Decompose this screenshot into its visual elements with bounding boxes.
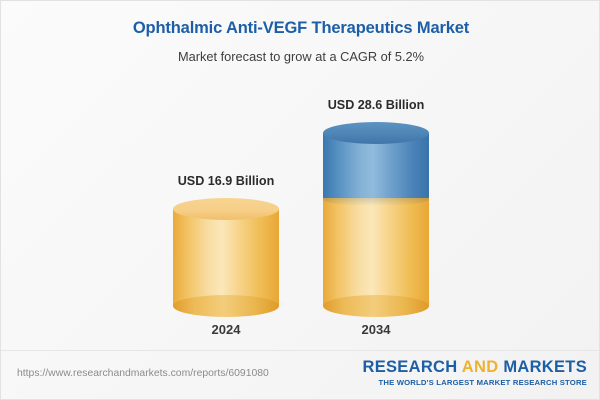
cylinder-top-cap: [323, 122, 429, 144]
page-title: Ophthalmic Anti-VEGF Therapeutics Market: [132, 19, 470, 37]
brand-logo[interactable]: RESEARCH AND MARKETS THE WORLD'S LARGEST…: [362, 358, 587, 388]
chart-footer: https://www.researchandmarkets.com/repor…: [1, 350, 600, 399]
brand-research-text: RESEARCH: [362, 358, 458, 376]
chart-header: Ophthalmic Anti-VEGF Therapeutics Market…: [1, 19, 600, 64]
brand-name: RESEARCH AND MARKETS: [362, 358, 587, 376]
report-url[interactable]: https://www.researchandmarkets.com/repor…: [17, 368, 269, 379]
bar-segment-base-2034: [323, 193, 429, 317]
cylinder-foot: [173, 295, 279, 317]
cylinder-foot: [323, 295, 429, 317]
bar-segment-growth-2034: [323, 122, 429, 198]
cylinder-2024[interactable]: [173, 198, 287, 317]
chart-subtitle: Market forecast to grow at a CAGR of 5.2…: [177, 48, 425, 64]
category-label-2034: 2034: [361, 322, 391, 337]
data-label-2034: USD 28.6 Billion: [327, 98, 425, 112]
data-label-2024: USD 16.9 Billion: [177, 174, 275, 188]
brand-and-text: AND: [461, 358, 499, 376]
bar-segment-base-2024: [173, 198, 279, 317]
brand-tagline: THE WORLD'S LARGEST MARKET RESEARCH STOR…: [378, 378, 587, 388]
cylinder-2034[interactable]: [323, 122, 437, 317]
plot-area: USD 16.9 Billion USD 28.6 Billion: [1, 91, 600, 341]
cylinder-top-cap: [173, 198, 279, 220]
category-label-2024: 2024: [211, 322, 241, 337]
brand-markets-text: MARKETS: [503, 358, 587, 376]
